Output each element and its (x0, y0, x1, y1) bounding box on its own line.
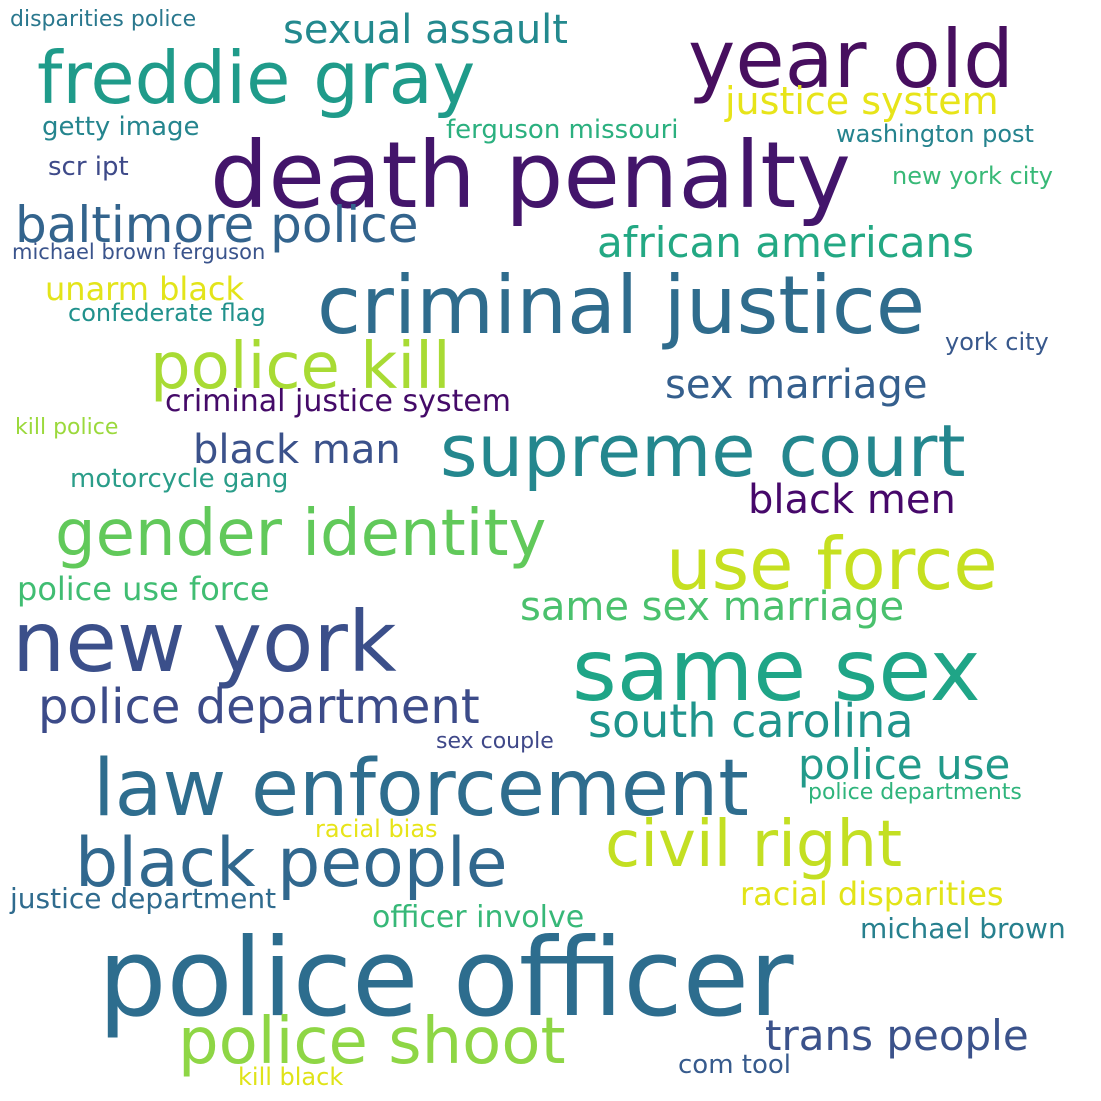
word-black-man: black man (193, 427, 401, 473)
word-confederate-flag: confederate flag (68, 299, 266, 327)
word-racial-disparities: racial disparities (740, 875, 1004, 913)
word-death-penalty: death penalty (210, 122, 851, 229)
word-police-shoot: police shoot (178, 1005, 566, 1079)
word-new-york: new york (12, 593, 397, 691)
word-criminal-justice: criminal justice (317, 259, 926, 352)
word-baltimore-police: baltimore police (15, 196, 419, 254)
word-disparities-police: disparities police (10, 7, 197, 32)
word-law-enforcement: law enforcement (93, 744, 749, 834)
word-south-carolina: south carolina (588, 694, 914, 748)
word-kill-black: kill black (238, 1063, 344, 1091)
word-getty-image: getty image (42, 112, 200, 142)
word-police-kill: police kill (150, 330, 451, 404)
word-trans-people: trans people (765, 1011, 1029, 1060)
word-ferguson-missouri: ferguson missouri (446, 115, 679, 145)
word-york-city: york city (945, 328, 1049, 356)
word-sex-marriage: sex marriage (665, 362, 928, 408)
word-motorcycle-gang: motorcycle gang (70, 464, 289, 494)
word-justice-department: justice department (10, 882, 277, 915)
word-supreme-court: supreme court (440, 409, 966, 493)
word-officer-involve: officer involve (372, 900, 585, 935)
word-kill-police: kill police (15, 415, 119, 440)
word-michael-brown-ferguson: michael brown ferguson (12, 240, 266, 264)
word-black-people: black people (75, 824, 508, 903)
word-police-use-force: police use force (17, 570, 270, 608)
word-new-york-city: new york city (892, 162, 1053, 190)
word-unarm-black: unarm black (45, 270, 245, 308)
word-same-sex: same sex (572, 621, 981, 721)
word-gender-identity: gender identity (55, 497, 547, 571)
word-sex-couple: sex couple (436, 729, 554, 754)
word-police-department: police department (38, 679, 480, 735)
word-scr-ipt: scr ipt (48, 152, 129, 182)
word-criminal-justice-system: criminal justice system (165, 384, 512, 419)
word-washington-post: washington post (836, 120, 1034, 148)
word-sexual-assault: sexual assault (283, 7, 568, 53)
word-use-force: use force (666, 522, 998, 606)
word-year-old: year old (688, 13, 1014, 106)
word-racial-bias: racial bias (315, 815, 438, 843)
word-civil-right: civil right (605, 808, 903, 882)
word-same-sex-marriage: same sex marriage (520, 584, 905, 630)
word-police-use: police use (798, 740, 1011, 789)
word-black-men: black men (748, 477, 956, 523)
word-freddie-gray: freddie gray (37, 36, 476, 120)
word-police-officer: police officer (98, 916, 794, 1041)
word-justice-system: justice system (725, 79, 999, 123)
word-michael-brown: michael brown (860, 912, 1066, 945)
word-african-americans: african americans (597, 218, 975, 267)
word-police-departments: police departments (808, 780, 1022, 805)
word-com-tool: com tool (678, 1050, 792, 1080)
